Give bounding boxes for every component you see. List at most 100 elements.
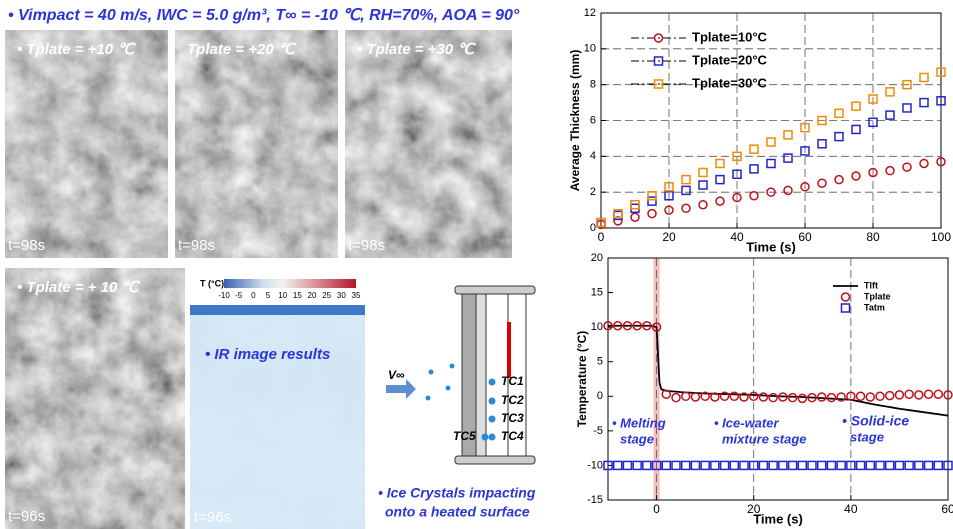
thermocouple [489,379,496,386]
marker [835,176,843,184]
y-tick-label: 8 [590,79,596,91]
schematic-caption: • Ice Crystals impacting [378,485,536,501]
x-tick-label: 60 [798,230,812,244]
marker [925,390,933,398]
ice-photo [5,268,185,529]
photo-time: t=98s [348,237,385,254]
thermocouple [489,398,496,405]
marker [866,393,874,401]
colorbar-tick-label: -10 [218,291,230,300]
ir-time: t=96s [194,509,231,526]
stage-annotation: • Melting [612,415,666,430]
colorbar-tick-label: 35 [352,291,361,300]
x-axis-label: Time (s) [753,511,803,526]
marker [631,213,639,221]
marker [740,461,748,469]
sensor-label: TC5 [453,429,476,443]
y-tick-label: 12 [584,7,596,19]
marker [767,138,775,146]
x-tick-label: 0 [598,230,605,244]
marker [837,461,845,469]
marker [835,133,843,141]
marker [808,461,816,469]
marker [866,461,874,469]
colorbar [224,279,356,288]
marker [895,391,903,399]
colorbar-title: T (°C) [200,278,224,288]
stage-annotation: stage [850,429,884,444]
marker [750,192,758,200]
legend-marker [842,304,850,312]
ir-caption: • IR image results [205,346,330,363]
marker [699,201,707,209]
colorbar-tick-label: 0 [251,291,256,300]
marker [682,392,690,400]
y-tick-label: 10 [584,43,596,55]
schematic-caption: onto a heated surface [385,504,530,520]
marker [818,393,826,401]
legend-label: Tplate=20°C [692,52,768,67]
stage-annotation: mixture stage [722,431,807,446]
marker [915,461,923,469]
marker [614,461,622,469]
marker [905,461,913,469]
marker [682,186,690,194]
marker [876,392,884,400]
marker [934,461,942,469]
marker [852,125,860,133]
marker [798,394,806,402]
marker [759,461,767,469]
figure-canvas: • Vimpact = 40 m/s, IWC = 5.0 g/m³, T∞ =… [0,0,953,529]
marker [701,461,709,469]
x-tick-label: 40 [730,230,744,244]
marker [721,461,729,469]
marker [920,74,928,82]
photo-label: Tplate = +20 ℃ [187,41,297,58]
y-tick-label: 5 [597,356,603,368]
colorbar-tick-label: 5 [266,291,271,300]
photo-time: t=98s [178,237,215,254]
marker [818,179,826,187]
marker [769,461,777,469]
marker [827,461,835,469]
sensor-label: TC1 [501,374,524,388]
photo-label: • Tplate = + 10 ℃ [17,279,140,296]
colorbar-tick-label: 15 [293,291,302,300]
marker [716,160,724,168]
ice-photo [345,30,512,258]
marker [767,160,775,168]
y-tick-label: -10 [587,459,603,471]
figure: • Vimpact = 40 m/s, IWC = 5.0 g/m³, T∞ =… [0,0,953,529]
marker [662,461,670,469]
x-tick-label: 20 [662,230,676,244]
marker [852,172,860,180]
colorbar-tick-label: -5 [235,291,243,300]
marker [934,390,942,398]
marker [730,461,738,469]
y-tick-label: 2 [590,186,596,198]
y-tick-label: 20 [591,252,603,264]
colorbar-tick-label: 20 [308,291,317,300]
colorbar-tick-label: 10 [278,291,287,300]
marker [784,154,792,162]
marker [682,204,690,212]
marker [798,461,806,469]
velocity-label: V∞ [388,368,405,382]
marker [691,461,699,469]
y-axis-label: Temperature (°C) [575,331,589,428]
y-axis-label: Average Thickness (mm) [568,50,582,192]
stage-annotation: • Solid-ice [842,413,909,429]
marker [895,461,903,469]
marker [672,461,680,469]
x-tick-label: 0 [653,502,660,516]
marker [648,192,656,200]
marker [886,392,894,400]
marker [852,102,860,110]
ir-image [190,305,365,529]
marker [920,99,928,107]
y-tick-label: 0 [597,390,603,402]
marker [886,461,894,469]
legend-label: Tlft [864,280,878,290]
colorbar-tick-label: 30 [337,291,346,300]
marker [903,163,911,171]
